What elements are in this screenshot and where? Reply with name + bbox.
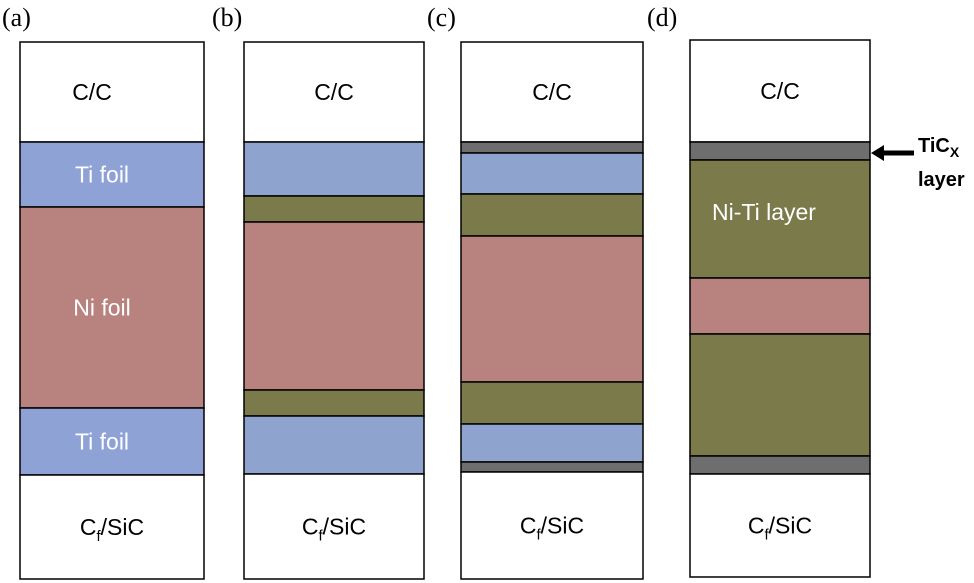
panel-a: (a) C/C Ti foil Ni foil Ti foil Cf/SiC [2, 3, 205, 580]
panel-label: (d) [647, 3, 677, 32]
layer-ti [460, 423, 644, 463]
layer-niti [243, 195, 425, 223]
layer-label: C/C [532, 79, 572, 105]
arrow-head-icon [871, 145, 884, 161]
layer-ti-foil [19, 141, 205, 208]
layer-niti [243, 389, 425, 417]
layer-label: Cf/SiC [80, 514, 144, 545]
layer-sic [460, 471, 644, 580]
layer-cc [460, 41, 644, 143]
layer-sic [19, 474, 205, 580]
layer-ti [243, 415, 425, 475]
layer-label: Ti foil [75, 429, 129, 455]
layer-tic [460, 141, 644, 154]
layer-sic [243, 473, 425, 580]
layer-label: C/C [72, 79, 112, 105]
tic-layer-word: layer [918, 169, 965, 191]
layer-sic [689, 473, 871, 578]
layer-cc [19, 41, 205, 143]
layer-ni [243, 221, 425, 391]
layer-niti [689, 333, 871, 457]
layer-ti-foil [19, 407, 205, 476]
layer-label: Ti foil [75, 162, 129, 188]
panel-b: (b) C/C Cf/SiC [212, 3, 425, 580]
layer-tic [689, 141, 871, 161]
layer-label: Cf/SiC [748, 513, 812, 544]
layer-niti [460, 381, 644, 425]
layer-ti [243, 141, 425, 197]
layer-label: Ni-Ti layer [712, 199, 816, 225]
tic-label: TiCX [918, 135, 960, 160]
panel-label: (b) [212, 3, 242, 32]
layer-label: Cf/SiC [302, 514, 366, 545]
layer-ni [460, 235, 644, 383]
layer-ni [19, 206, 205, 409]
layer-niti [460, 193, 644, 237]
layer-tic [689, 455, 871, 475]
panel-d: (d) C/C Ni-Ti layer Cf/SiC [647, 3, 871, 578]
layer-niti [689, 159, 871, 279]
layer-ti [460, 152, 644, 195]
tic-annotation: TiCX layer [871, 135, 965, 191]
layer-label: C/C [314, 79, 354, 105]
panel-c: (c) C/C Cf/SiC [427, 3, 644, 580]
layer-cc [243, 41, 425, 143]
layer-cc [689, 39, 871, 143]
layer-tic [460, 461, 644, 473]
panel-label: (c) [427, 3, 456, 32]
layer-label: Cf/SiC [520, 513, 584, 544]
layer-label: C/C [760, 78, 800, 104]
panel-label: (a) [2, 3, 31, 32]
layer-label: Ni foil [73, 295, 131, 321]
layer-ni [689, 277, 871, 335]
